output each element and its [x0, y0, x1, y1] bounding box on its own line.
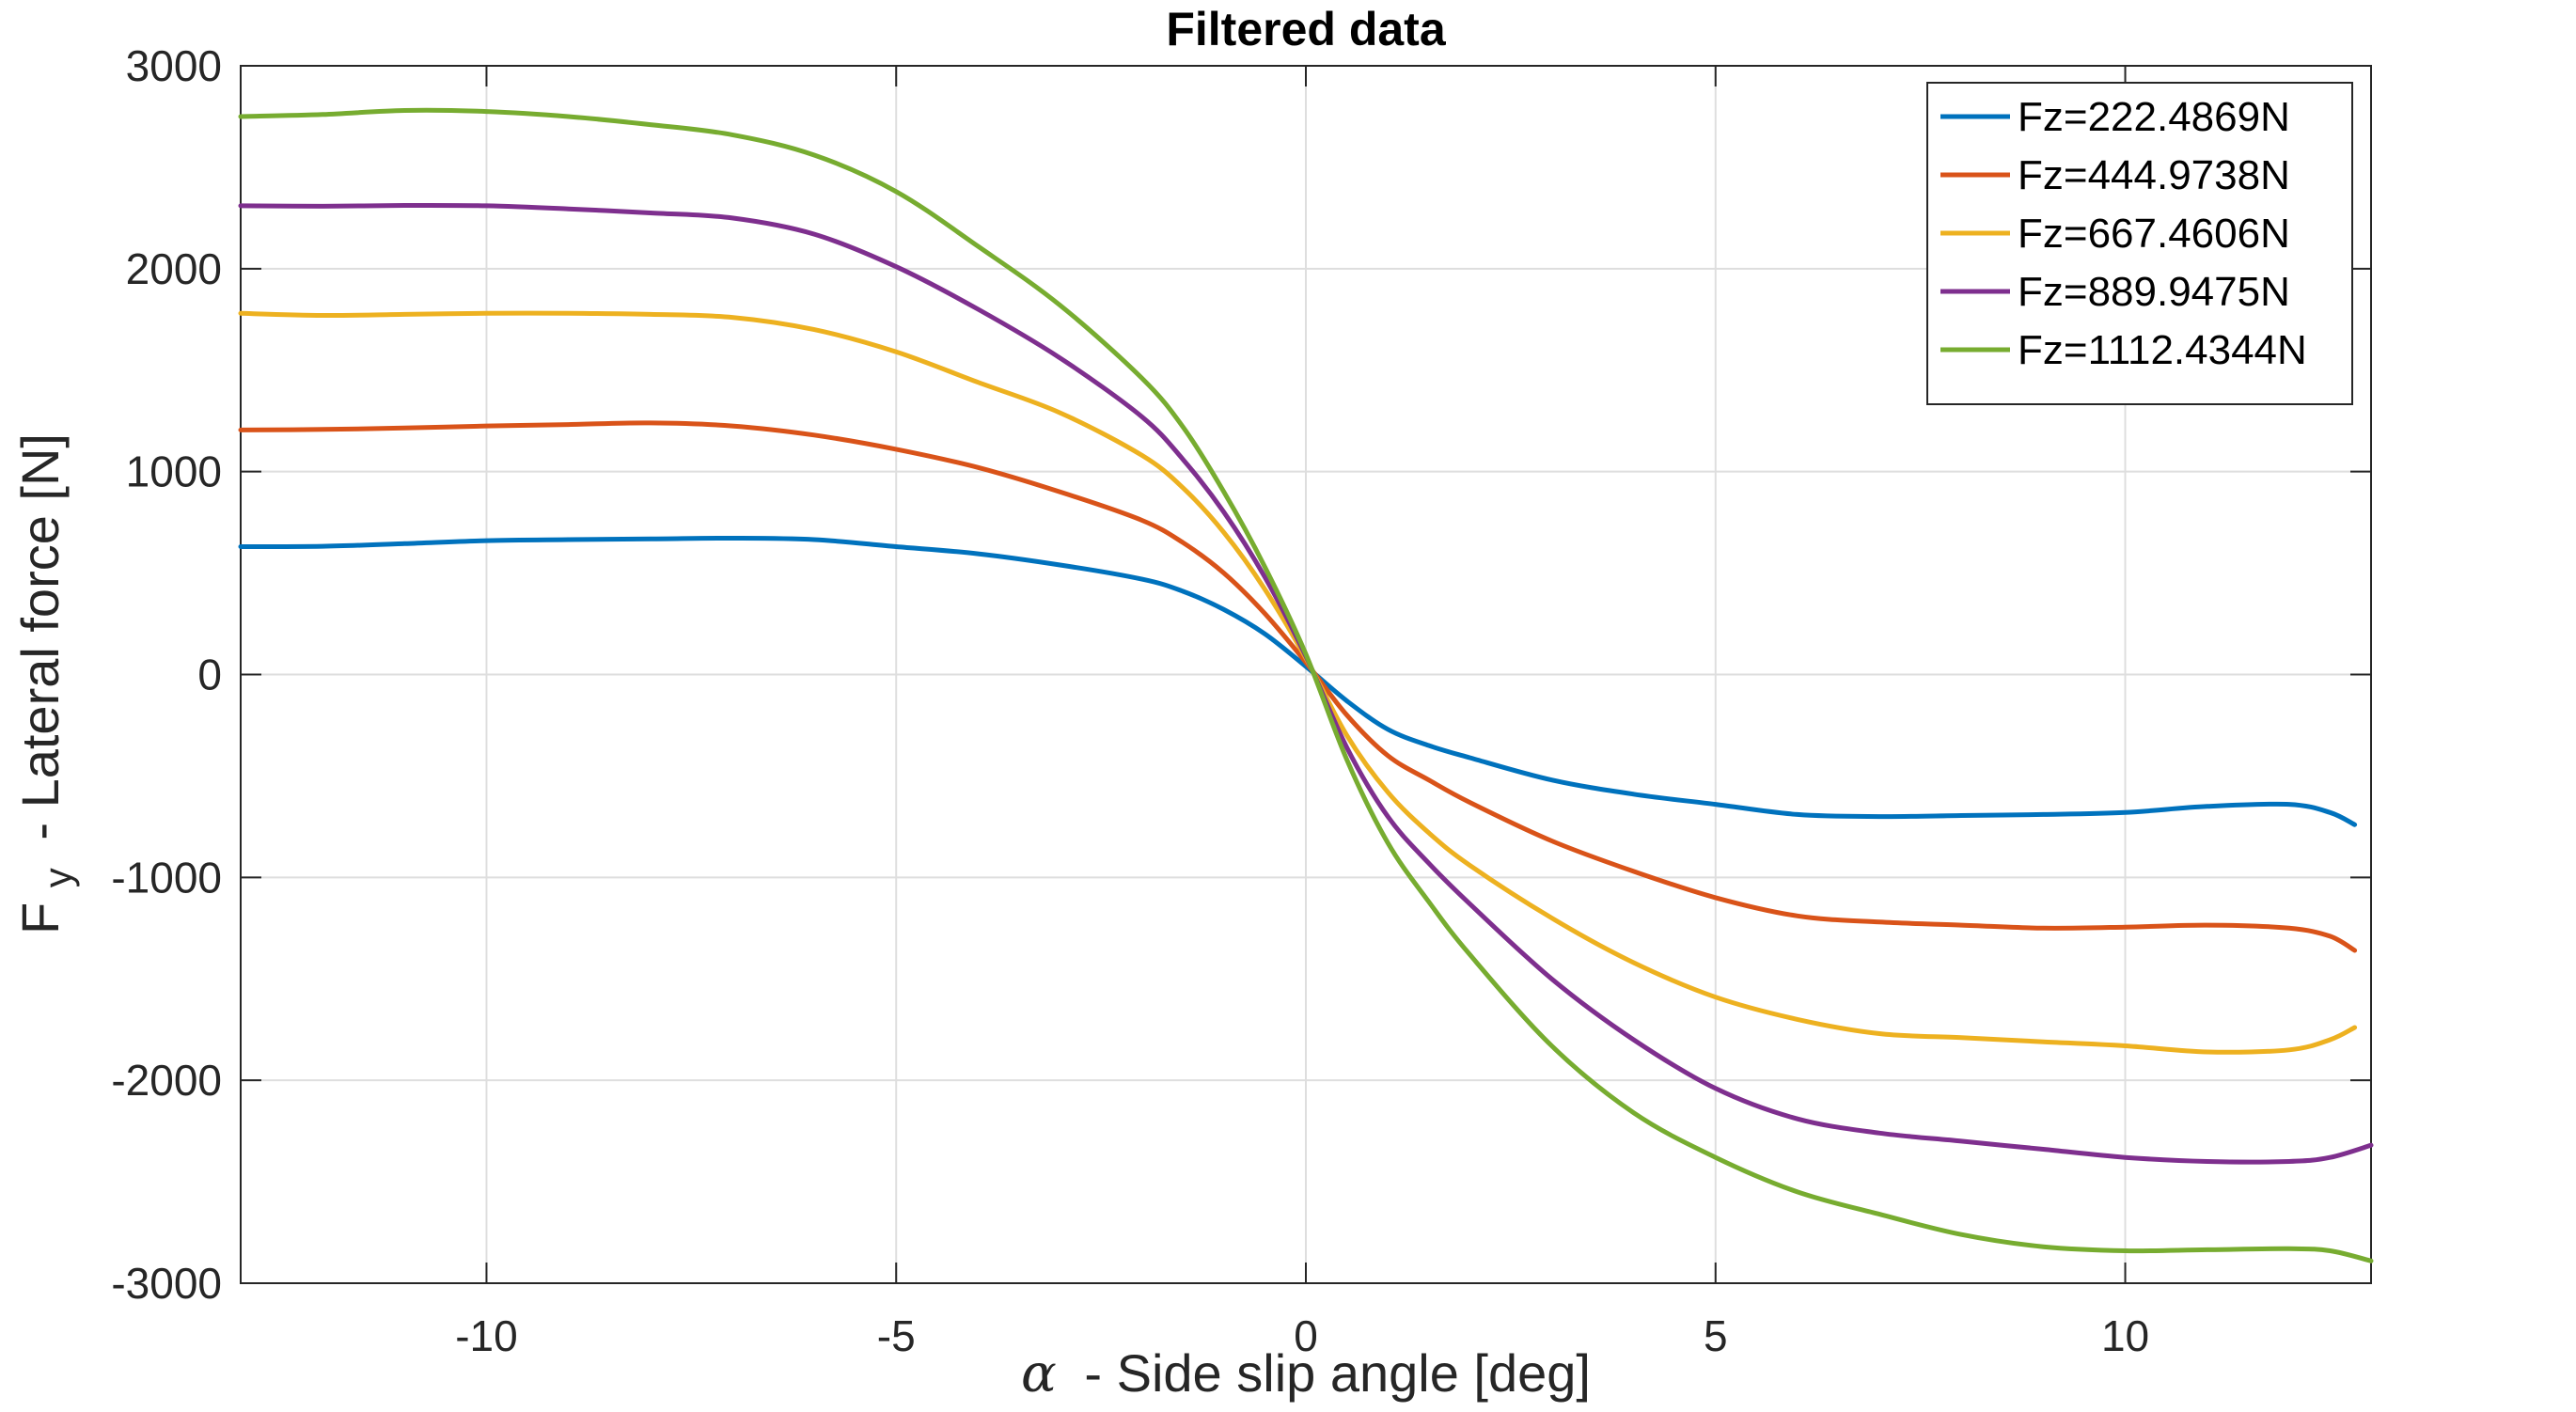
- x-tick-label: 0: [1294, 1311, 1318, 1360]
- ticks: -10 -5 0 5 10 -3000 -2000 -1000 0 1000 2000 3000: [111, 41, 2371, 1360]
- y-tick-label: -3000: [111, 1259, 222, 1308]
- legend: Fz=222.4869N Fz=444.9738N Fz=667.4606N Fz=8…: [1926, 82, 2353, 405]
- y-axis-label: F y - Lateral force [N]: [10, 433, 83, 934]
- y-tick-label: -1000: [111, 853, 222, 902]
- y-axis-label-main: F: [10, 902, 70, 934]
- x-tick-label: -10: [455, 1311, 517, 1360]
- x-axis-label: α - Side slip angle [deg]: [1021, 1343, 1591, 1404]
- series-line-1: [238, 535, 2358, 827]
- series-line-2: [238, 420, 2358, 953]
- y-tick-label: 1000: [126, 447, 222, 496]
- series-lines: [238, 107, 2374, 1263]
- y-tick-label: 3000: [126, 41, 222, 90]
- legend-entry: Fz=667.4606N: [2018, 211, 2290, 257]
- x-tick-label: 5: [1704, 1311, 1728, 1360]
- x-tick-label: -5: [877, 1311, 916, 1360]
- series-line-5: [238, 107, 2374, 1263]
- y-tick-label: 0: [197, 651, 222, 699]
- legend-entry: Fz=889.9475N: [2018, 269, 2290, 315]
- legend-entry: Fz=1112.4344N: [2018, 327, 2307, 373]
- x-axis-label-symbol: α: [1021, 1343, 1057, 1404]
- chart-title: Filtered data: [1166, 3, 1446, 55]
- y-axis-label-sub: y: [36, 868, 80, 887]
- y-tick-label: 2000: [126, 244, 222, 293]
- legend-entry: Fz=222.4869N: [2018, 94, 2290, 140]
- x-tick-label: 10: [2101, 1311, 2149, 1360]
- y-tick-label: -2000: [111, 1056, 222, 1105]
- x-axis-label-text: - Side slip angle [deg]: [1084, 1343, 1591, 1403]
- y-axis-label-rest: - Lateral force [N]: [10, 433, 70, 840]
- legend-entry: Fz=444.9738N: [2018, 152, 2290, 198]
